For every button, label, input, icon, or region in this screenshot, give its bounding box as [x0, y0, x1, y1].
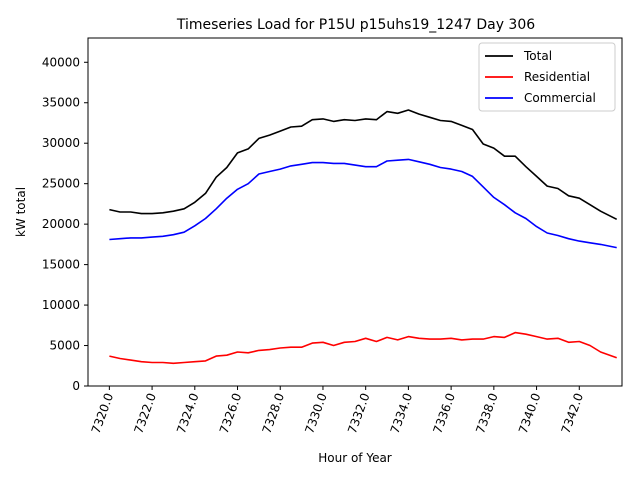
series-line-total — [109, 109, 618, 221]
legend-label-residential: Residential — [524, 70, 590, 84]
y-tick-label: 10000 — [42, 298, 80, 312]
y-tick-label: 40000 — [42, 55, 80, 69]
y-axis-ticks: 0 5000 10000 15000 20000 25000 30000 35000 40000 — [42, 55, 88, 393]
legend-label-commercial: Commercial — [524, 91, 596, 105]
legend-box — [478, 42, 616, 112]
legend-items: Total Residential Commercial — [485, 49, 596, 105]
legend: Total Residential Commercial — [478, 42, 616, 112]
y-tick-label: 5000 — [49, 339, 80, 353]
series-line-residential — [109, 331, 617, 365]
x-axis-label: Hour of Year — [318, 451, 392, 465]
plot-frame — [87, 37, 623, 387]
y-tick-label: 35000 — [42, 96, 80, 110]
chart-title: Timeseries Load for P15U p15uhs19_1247 D… — [176, 17, 535, 33]
y-tick-label: 30000 — [42, 136, 80, 150]
y-tick-label: 0 — [72, 379, 80, 393]
legend-label-total: Total — [523, 49, 552, 63]
y-tick-label: 20000 — [42, 217, 80, 231]
series-lines — [109, 109, 618, 365]
y-tick-label: 15000 — [42, 258, 80, 272]
y-axis-label: kW total — [14, 187, 28, 237]
series-line-commercial — [109, 158, 617, 249]
y-tick-label: 25000 — [42, 177, 80, 191]
